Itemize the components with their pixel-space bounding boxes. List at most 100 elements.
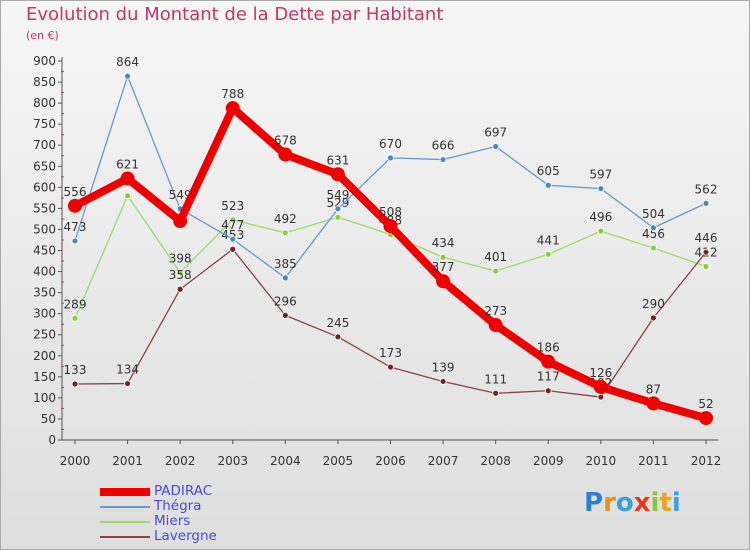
data-label: 597 [589, 168, 612, 182]
data-label: 398 [169, 251, 192, 265]
data-label: 477 [221, 218, 244, 232]
data-point [492, 389, 500, 397]
data-point [229, 235, 237, 243]
logo-letter: t [659, 488, 672, 518]
data-label: 186 [537, 341, 560, 355]
x-tick-label: 2001 [112, 454, 143, 468]
chart-title: Evolution du Montant de la Dette par Hab… [26, 4, 444, 25]
logo-letter: i [650, 488, 660, 518]
data-label: 456 [642, 227, 665, 241]
data-point [541, 354, 556, 369]
logo-letter: P [584, 488, 604, 518]
data-point [702, 199, 710, 207]
y-tick-label: 250 [33, 328, 56, 342]
data-label: 788 [221, 87, 244, 101]
data-label: 173 [379, 346, 402, 360]
data-label: 290 [642, 297, 665, 311]
data-point [71, 314, 79, 322]
data-label: 401 [484, 250, 507, 264]
data-point [334, 213, 342, 221]
x-tick-label: 2005 [323, 454, 354, 468]
data-label: 358 [169, 268, 192, 282]
data-label: 492 [274, 212, 297, 226]
y-tick-label: 650 [33, 159, 56, 173]
y-tick-label: 400 [33, 265, 56, 279]
y-tick-label: 900 [33, 54, 56, 68]
data-label: 385 [274, 257, 297, 271]
data-point [646, 396, 661, 411]
legend-item: PADIRAC [100, 483, 300, 499]
data-point [124, 192, 131, 200]
data-label: 133 [64, 363, 87, 377]
data-point [387, 363, 394, 371]
x-tick-label: 2012 [691, 454, 722, 468]
data-label: 508 [379, 205, 402, 219]
data-label: 134 [116, 363, 139, 377]
y-tick-label: 150 [33, 370, 56, 384]
data-label: 245 [326, 316, 349, 330]
y-tick-label: 850 [33, 75, 56, 89]
data-point [278, 147, 293, 162]
y-tick-label: 500 [33, 222, 56, 236]
data-label: 139 [432, 360, 455, 374]
x-tick-label: 2007 [428, 454, 459, 468]
x-tick-label: 2003 [217, 454, 248, 468]
data-label: 556 [64, 185, 87, 199]
data-label: 529 [326, 196, 349, 210]
data-point [176, 285, 184, 293]
y-tick-label: 300 [33, 307, 56, 321]
data-label: 446 [695, 231, 718, 245]
logo-letter: x [633, 488, 651, 518]
data-label: 670 [379, 137, 402, 151]
y-tick-label: 700 [33, 138, 56, 152]
data-label: 864 [116, 55, 139, 69]
data-point [492, 267, 500, 275]
data-point [597, 185, 605, 192]
data-point [597, 227, 605, 235]
data-point [225, 101, 240, 116]
y-tick-label: 550 [33, 201, 56, 215]
data-point [71, 237, 79, 245]
legend-swatch [100, 536, 150, 538]
data-label: 126 [589, 366, 612, 380]
data-point [439, 253, 447, 261]
data-label: 631 [326, 153, 349, 167]
data-label: 621 [116, 157, 139, 171]
y-tick-label: 350 [33, 286, 56, 300]
logo-letter: i [671, 488, 681, 518]
data-label: 273 [484, 304, 507, 318]
data-point [650, 314, 657, 322]
data-point [334, 205, 342, 213]
data-point [229, 216, 237, 224]
data-label: 549 [326, 188, 349, 202]
y-tick-label: 100 [33, 391, 56, 405]
data-point [492, 143, 500, 150]
chart-subtitle: (en €) [26, 29, 59, 42]
data-label: 496 [589, 210, 612, 224]
data-label: 666 [432, 139, 455, 153]
data-point [544, 387, 552, 395]
data-point [176, 268, 184, 276]
data-point [488, 318, 503, 333]
data-point [330, 167, 345, 182]
data-point [702, 248, 710, 256]
data-label: 523 [221, 199, 244, 213]
data-point [699, 411, 713, 426]
data-label: 678 [274, 133, 297, 147]
data-point [120, 171, 135, 186]
y-tick-label: 0 [48, 433, 56, 447]
data-point [281, 311, 289, 319]
legend-swatch [100, 506, 150, 508]
legend-item: Lavergne [100, 528, 300, 544]
x-tick-label: 2011 [638, 454, 669, 468]
data-point [439, 156, 447, 163]
data-point [68, 198, 82, 213]
data-point [383, 219, 398, 234]
x-tick-label: 2009 [533, 454, 564, 468]
data-point [702, 263, 710, 270]
data-point [281, 229, 289, 237]
data-point [124, 72, 131, 80]
x-tick-label: 2002 [165, 454, 196, 468]
data-point [71, 380, 79, 388]
y-tick-label: 450 [33, 244, 56, 258]
